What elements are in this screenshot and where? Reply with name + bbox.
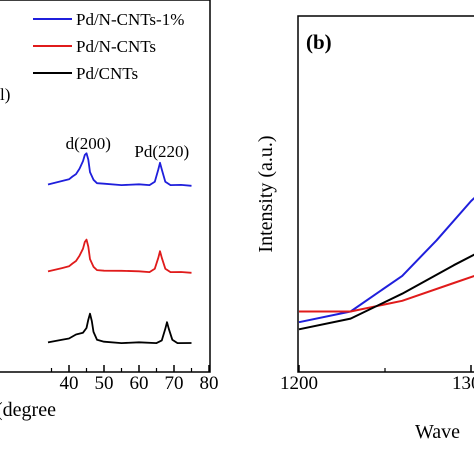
panel-a-annotation-0: l) [0,85,10,104]
panel-b-frame [297,15,474,373]
panel-a: 40 50 60 70 80 Pd/N-CNTs-1%Pd/N-CNTsPd/CNTs … [0,0,219,421]
panel-b-series-1 [299,274,474,313]
panel-a-xtick-label-3: 70 [165,373,184,394]
panel-a-legend-label-2: Pd/CNTs [76,64,138,83]
panel-a-xtick-label-0: 40 [60,373,79,394]
panel-b: 120013001400 (b) Intensity (a.u.) Wave [255,15,474,443]
panel-b-ylabel: Intensity (a.u.) [255,135,277,252]
panel-a-xlabel: (degree [0,399,56,421]
panel-a-legend-label-1: Pd/N-CNTs [76,37,156,56]
panel-b-xtick-label-0: 1200 [280,373,318,394]
panel-b-xtick-label-1: 1300 [452,373,474,394]
panel-a-annotation-2: Pd(220) [134,142,189,161]
panel-b-series-2 [298,253,474,331]
panel-a-frame [0,0,211,373]
panel-a-xtick-label-2: 60 [130,373,149,394]
panel-a-series-0 [47,152,192,187]
panel-a-xtick-label-1: 50 [95,373,114,394]
panel-b-label: (b) [306,30,332,54]
panel-a-xtick-label-4: 80 [200,373,219,394]
panel-a-series-2 [47,312,192,345]
panel-a-series-1 [47,238,192,274]
panel-b-series-0 [298,196,474,324]
panel-a-annotation-1: d(200) [66,134,111,153]
panel-b-xlabel: Wave [415,421,460,443]
panel-a-legend-label-0: Pd/N-CNTs-1% [76,10,184,29]
